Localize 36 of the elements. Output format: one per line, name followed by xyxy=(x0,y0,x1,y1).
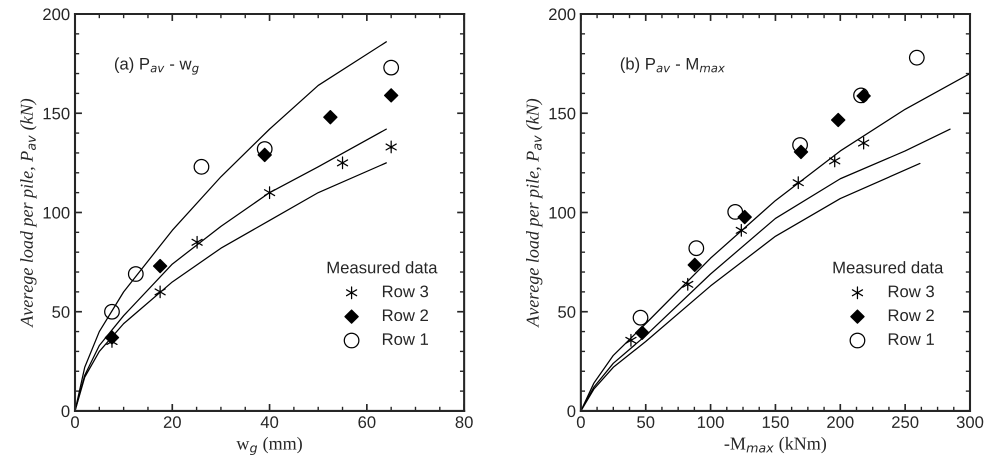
x-tick-label: 250 xyxy=(892,416,918,428)
y-tick-label: 150 xyxy=(44,108,70,120)
y-tick-label: 50 xyxy=(52,306,70,318)
legend-label: Row 2 xyxy=(888,309,934,322)
legend-label: Row 3 xyxy=(888,285,934,298)
y-tick-label: 100 xyxy=(549,206,576,219)
x-axis-title: w$_{g}$ (mm) xyxy=(236,436,302,456)
x-tick-label: 0 xyxy=(71,416,79,428)
x-tick-label: 80 xyxy=(456,416,473,428)
y-axis-title: Averege load per pile, P$_{av}$ (kN) xyxy=(20,98,37,328)
legend-label: Row 2 xyxy=(382,309,428,322)
x-tick-label: 60 xyxy=(358,416,376,428)
y-tick-label: 0 xyxy=(62,405,70,418)
y-tick-label: 50 xyxy=(558,306,576,318)
x-tick-label: 0 xyxy=(576,416,585,428)
y-tick-label: 200 xyxy=(43,8,70,20)
x-tick-label: 300 xyxy=(956,416,984,428)
x-tick-label: 150 xyxy=(762,416,789,428)
x-tick-label: 40 xyxy=(260,416,278,428)
legend-label: Row 1 xyxy=(382,333,428,346)
x-tick-label: 200 xyxy=(827,416,854,428)
x-tick-label: 50 xyxy=(637,416,654,428)
y-tick-label: 150 xyxy=(549,108,576,120)
legend-label: Row 3 xyxy=(382,285,428,298)
annotation: (b) P$_{av}$ - M$_{max}$ xyxy=(620,57,725,73)
y-axis-title: Averege load per pile, P$_{av}$ (kN) xyxy=(526,98,542,328)
legend-title: Measured data xyxy=(328,261,438,274)
x-tick-label: 100 xyxy=(698,416,724,428)
x-axis-title: -M$_{max}$ (kNm) xyxy=(724,436,826,454)
legend-label: Row 1 xyxy=(888,333,934,346)
y-tick-label: 200 xyxy=(549,8,576,20)
y-tick-label: 0 xyxy=(567,405,576,418)
annotation: (a) P$_{av}$ - w$_{g}$ xyxy=(114,57,199,75)
x-tick-label: 20 xyxy=(164,416,181,428)
legend-title: Measured data xyxy=(834,261,944,274)
y-tick-label: 100 xyxy=(44,206,70,219)
